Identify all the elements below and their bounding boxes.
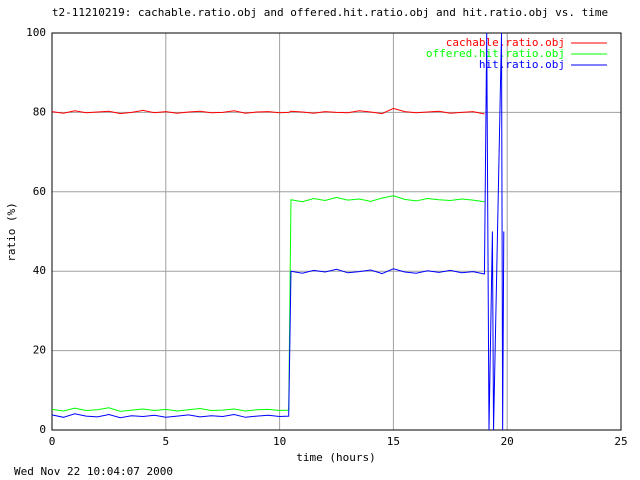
x-tick-label: 0	[49, 435, 56, 448]
y-tick-label: 40	[33, 264, 46, 277]
y-axis-label: ratio (%)	[5, 202, 18, 262]
y-tick-label: 60	[33, 185, 46, 198]
timestamp: Wed Nov 22 10:04:07 2000	[14, 465, 173, 478]
x-axis-label: time (hours)	[296, 451, 375, 464]
y-tick-label: 100	[26, 26, 46, 39]
y-tick-label: 0	[39, 423, 46, 436]
series-line	[51, 32, 505, 431]
x-tick-label: 25	[614, 435, 627, 448]
chart-title: t2-11210219: cachable.ratio.obj and offe…	[52, 6, 608, 19]
series-line	[51, 107, 485, 115]
x-tick-label: 5	[162, 435, 169, 448]
plot-border	[51, 32, 622, 431]
y-tick-label: 80	[33, 105, 46, 118]
legend-label: cachable.ratio.obj	[446, 36, 565, 49]
y-tick-label: 20	[33, 344, 46, 357]
x-tick-label: 10	[273, 435, 286, 448]
x-tick-label: 20	[501, 435, 514, 448]
legend-label: hit.ratio.obj	[479, 58, 565, 71]
legend-label: offered.hit.ratio.obj	[426, 47, 565, 60]
x-tick-label: 15	[387, 435, 400, 448]
series-line	[51, 195, 485, 412]
